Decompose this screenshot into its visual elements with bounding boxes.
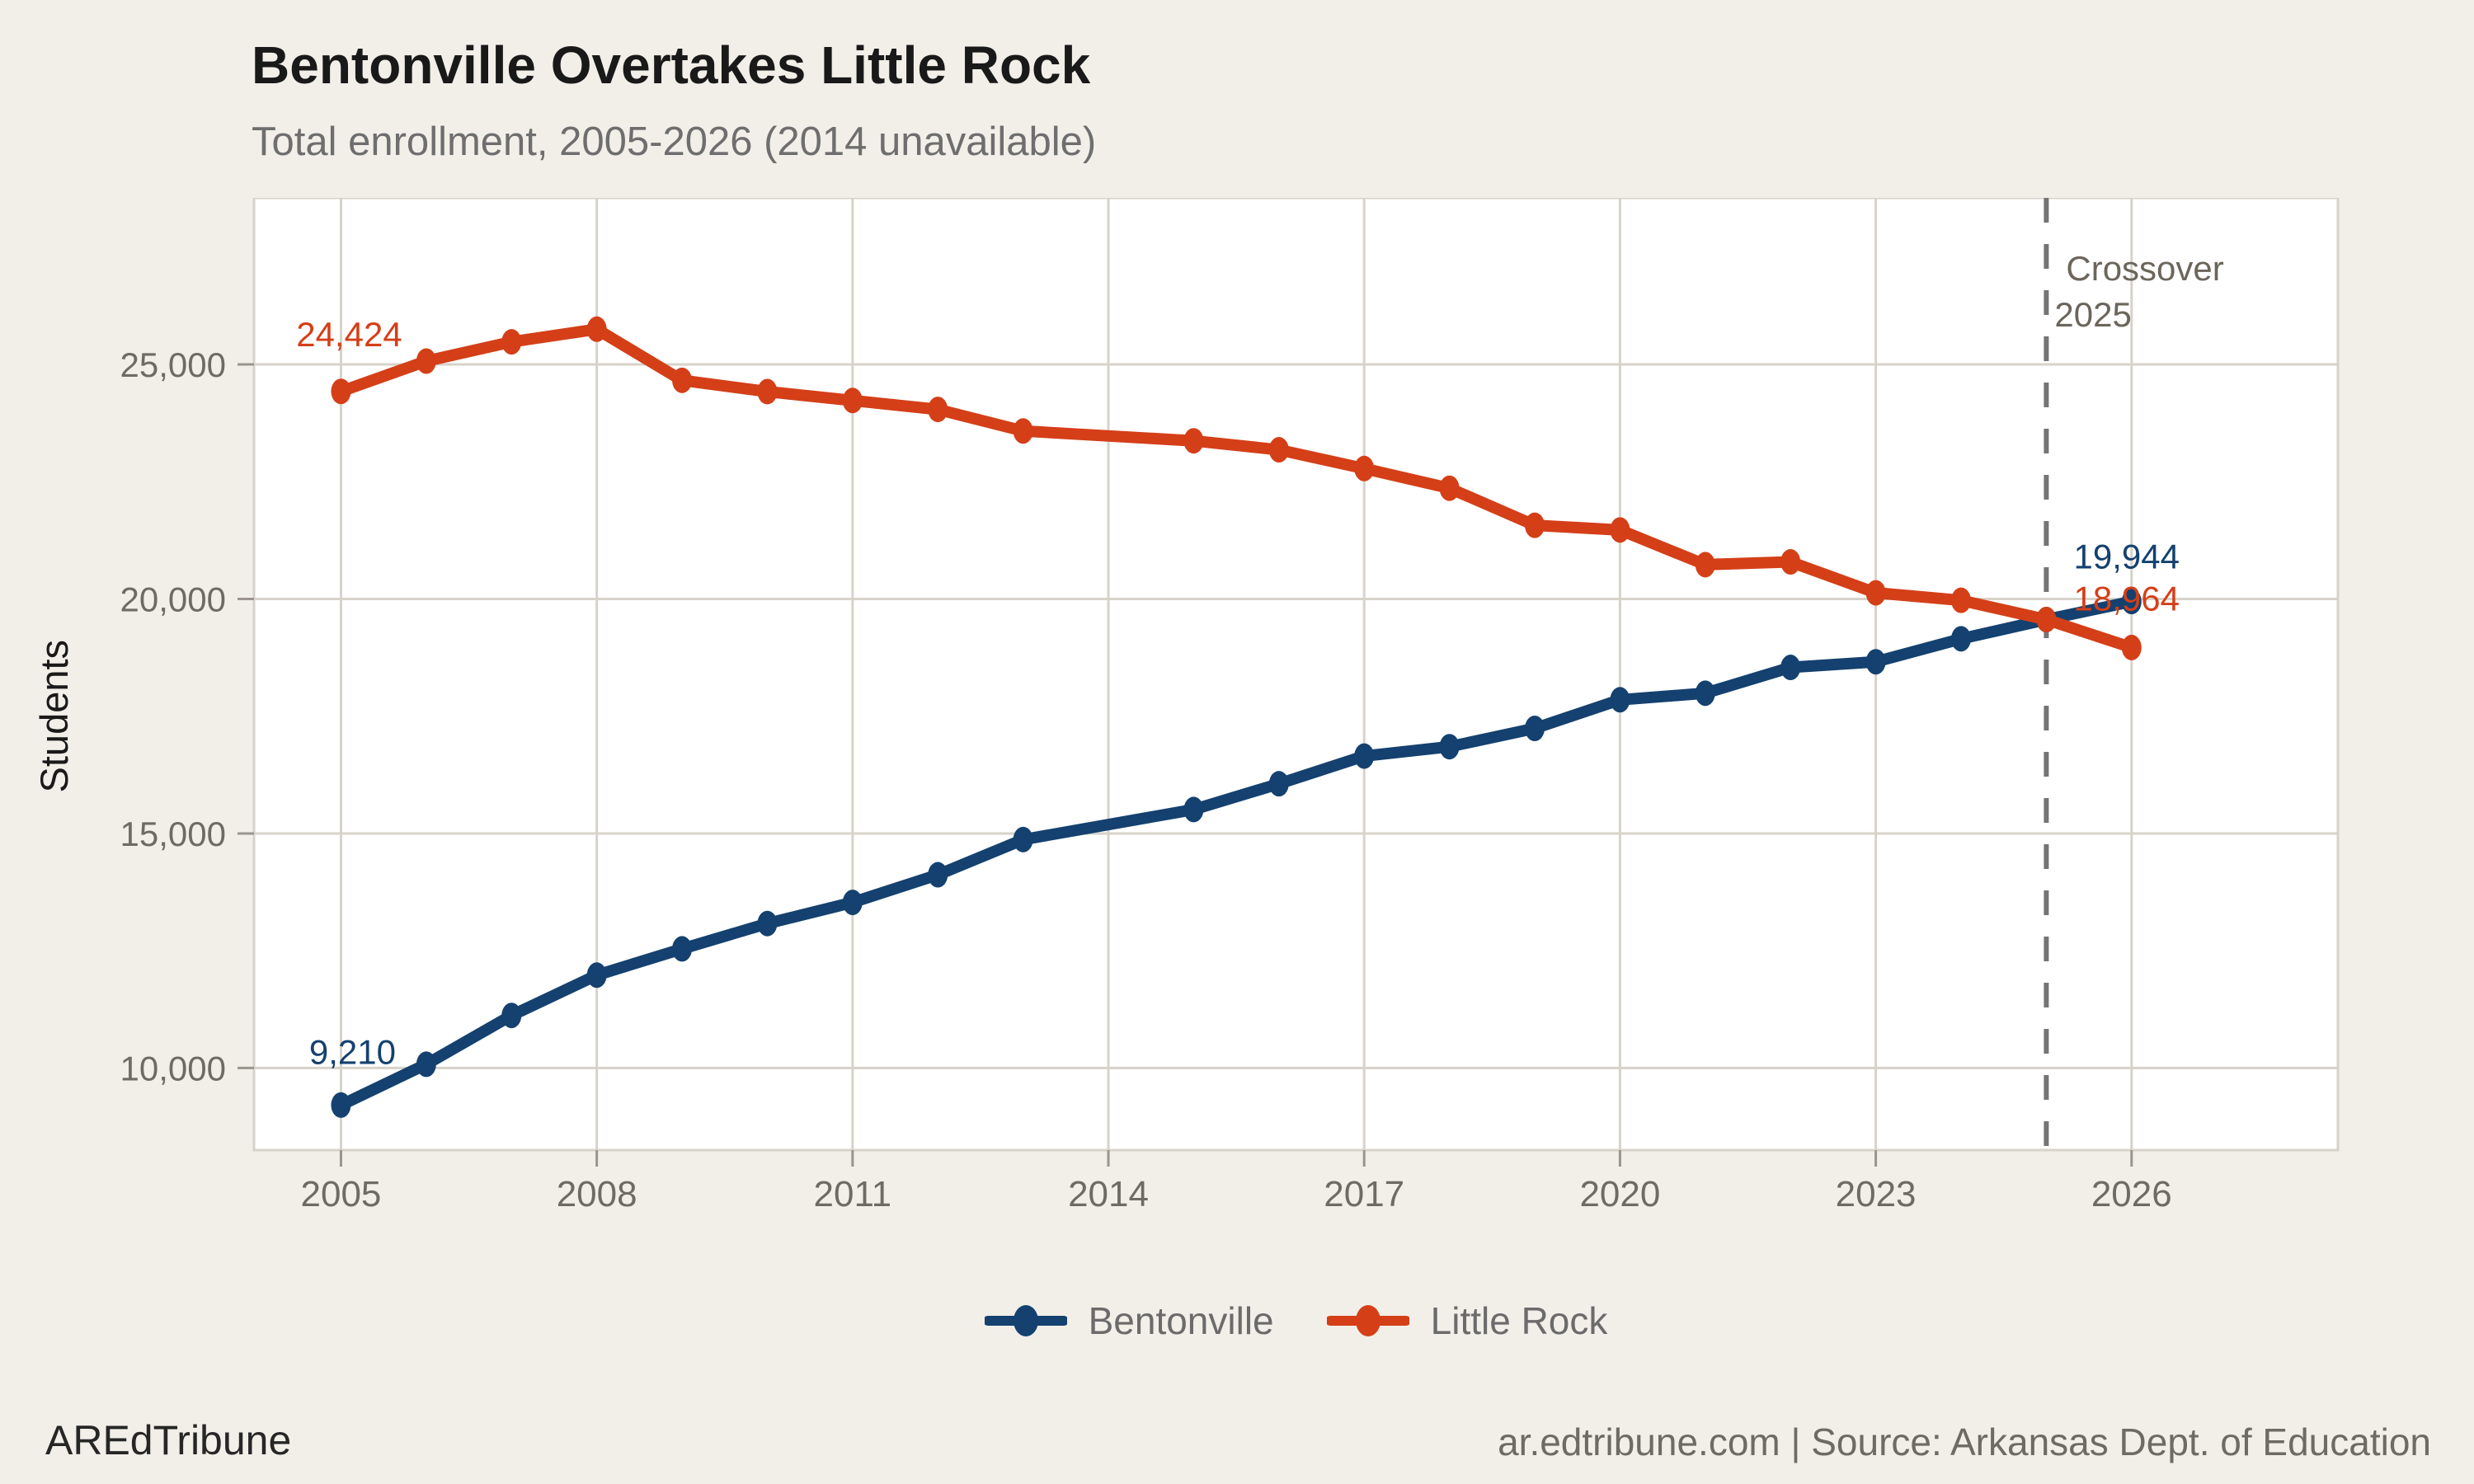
y-axis-title: Students [32, 640, 76, 793]
data-point [842, 890, 863, 916]
chart-plot-area: 10,000 15,000 20,000 25,000 2005 2008 2011 2014… [32, 196, 2340, 1214]
data-point [331, 1092, 351, 1118]
data-point [1950, 587, 1971, 613]
x-tick-label: 2014 [1068, 1174, 1149, 1214]
gridlines [254, 198, 2338, 1150]
data-point [1013, 826, 1033, 852]
data-point [1183, 796, 1204, 823]
data-point [928, 397, 948, 423]
point-value-label: 18,964 [2074, 579, 2180, 618]
y-tick-label: 10,000 [120, 1049, 226, 1087]
point-value-label: 19,944 [2074, 538, 2180, 576]
data-point [2121, 634, 2142, 660]
little-rock-line-marker-icon [1326, 1305, 1409, 1336]
legend-item-bentonville: Bentonville [984, 1298, 1274, 1343]
data-point [672, 936, 693, 962]
data-point [1439, 734, 1460, 760]
bentonville-line-marker-icon [984, 1305, 1067, 1336]
enrollment-line-chart: 10,000 15,000 20,000 25,000 2005 2008 2011 2014… [0, 196, 2474, 1245]
data-point [586, 962, 607, 989]
x-tick-label: 2011 [814, 1174, 892, 1214]
data-point [1865, 649, 1886, 675]
axis-ticks-and-labels: 10,000 15,000 20,000 25,000 2005 2008 2011 2014… [32, 345, 2172, 1214]
data-point [672, 367, 693, 393]
data-point [928, 862, 948, 888]
series-little-rock [331, 316, 2142, 660]
x-tick-label: 2008 [557, 1174, 637, 1214]
x-tick-label: 2005 [301, 1174, 382, 1214]
legend-label-little-rock: Little Rock [1430, 1299, 1608, 1342]
data-point [757, 910, 778, 937]
chart-title: Bentonville Overtakes Little Rock [252, 35, 1091, 95]
data-point [1695, 680, 1715, 707]
data-point [1780, 655, 1801, 681]
data-point [501, 1003, 522, 1029]
data-point [1950, 626, 1971, 652]
data-point [1865, 580, 1886, 606]
data-point [1610, 517, 1630, 543]
y-tick-label: 20,000 [120, 580, 226, 618]
data-point [1695, 552, 1715, 578]
footer: AREdTribune ar.edtribune.com | Source: A… [0, 1402, 2474, 1484]
footer-brand: AREdTribune [45, 1417, 292, 1463]
x-tick-label: 2023 [1836, 1174, 1917, 1214]
data-point [1610, 687, 1630, 713]
x-tick-label: 2017 [1324, 1174, 1404, 1214]
point-value-label: 24,424 [296, 315, 402, 354]
legend-item-little-rock: Little Rock [1326, 1298, 1608, 1343]
point-value-label: 9,210 [309, 1032, 396, 1071]
y-tick-label: 25,000 [120, 345, 226, 384]
data-point [501, 329, 522, 355]
legend-label-bentonville: Bentonville [1088, 1299, 1274, 1342]
data-point [842, 387, 863, 414]
data-point [416, 348, 436, 374]
data-point [1183, 428, 1204, 454]
chart-header: Bentonville Overtakes Little Rock Total … [252, 35, 1096, 165]
data-point [1780, 549, 1801, 575]
data-point [757, 378, 778, 405]
plot-panel [252, 196, 2340, 1152]
data-point [331, 378, 351, 405]
footer-source-attribution: ar.edtribune.com | Source: Arkansas Dept… [1498, 1421, 2431, 1463]
chart-subtitle: Total enrollment, 2005-2026 (2014 unavai… [252, 120, 1097, 164]
crossover-annotation-line2: 2025 [2054, 295, 2131, 334]
chart-legend: Bentonville Little Rock [254, 1288, 2338, 1354]
series-bentonville [331, 589, 2142, 1118]
data-point [1013, 418, 1033, 444]
data-point [1268, 437, 1289, 463]
data-point [2036, 607, 2057, 632]
data-point [586, 316, 607, 342]
data-point [2121, 589, 2142, 615]
data-point [1354, 743, 1375, 769]
x-tick-label: 2020 [1579, 1174, 1660, 1214]
data-point [416, 1051, 436, 1078]
data-point [1268, 771, 1289, 797]
x-tick-label: 2026 [2091, 1174, 2172, 1214]
data-point [1439, 475, 1460, 501]
y-tick-label: 15,000 [120, 815, 226, 853]
data-point [1354, 455, 1375, 481]
data-point [1525, 716, 1545, 741]
data-point [1525, 512, 1545, 538]
crossover-annotation-line1: Crossover [2066, 249, 2223, 288]
